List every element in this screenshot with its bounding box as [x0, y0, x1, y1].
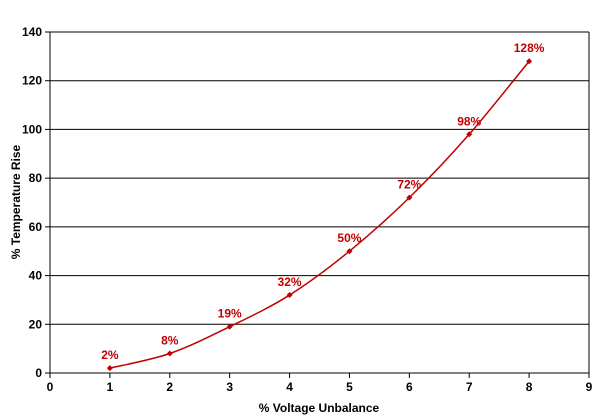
x-tick-label: 3	[226, 380, 233, 394]
data-point-marker	[286, 292, 293, 299]
data-point-marker	[466, 131, 473, 138]
data-label: 72%	[397, 178, 421, 192]
x-tick-label: 5	[346, 380, 353, 394]
data-label: 50%	[337, 231, 361, 245]
y-tick-label: 140	[22, 25, 42, 39]
y-axis-title: % Temperature Rise	[9, 144, 23, 259]
x-tick-label: 7	[466, 380, 473, 394]
data-label: 98%	[457, 114, 481, 128]
data-label: 2%	[101, 348, 119, 362]
y-tick-label: 60	[29, 220, 43, 234]
y-tick-label: 80	[29, 171, 43, 185]
data-point-marker	[166, 350, 173, 357]
data-label: 32%	[278, 275, 302, 289]
y-tick-label: 40	[29, 269, 43, 283]
y-tick-label: 20	[29, 317, 43, 331]
data-point-marker	[226, 323, 233, 330]
x-tick-label: 9	[586, 380, 593, 394]
x-tick-label: 1	[107, 380, 114, 394]
data-points	[106, 58, 533, 372]
y-tick-label: 100	[22, 122, 42, 136]
tick-labels: 0 20 40 60 80 100 120 140 0 1 2 3 4 5 6 7 8 9	[22, 25, 593, 394]
series-line	[109, 60, 530, 369]
axes	[45, 31, 590, 378]
data-point-marker	[406, 194, 413, 201]
data-point-marker	[526, 58, 533, 65]
x-tick-label: 4	[286, 380, 293, 394]
x-tick-label: 0	[47, 380, 54, 394]
x-tick-label: 2	[166, 380, 173, 394]
data-point-marker	[346, 248, 353, 255]
x-tick-label: 6	[406, 380, 413, 394]
x-axis-title: % Voltage Unbalance	[259, 401, 380, 415]
data-label: 8%	[161, 334, 179, 348]
gridlines	[50, 31, 589, 325]
data-label: 19%	[218, 307, 242, 321]
y-tick-label: 0	[35, 366, 42, 380]
x-tick-label: 8	[526, 380, 533, 394]
y-tick-label: 120	[22, 74, 42, 88]
data-label: 128%	[514, 41, 545, 55]
data-point-marker	[106, 365, 113, 372]
data-labels: 2% 8% 19% 32% 50% 72% 98% 128%	[101, 41, 545, 362]
